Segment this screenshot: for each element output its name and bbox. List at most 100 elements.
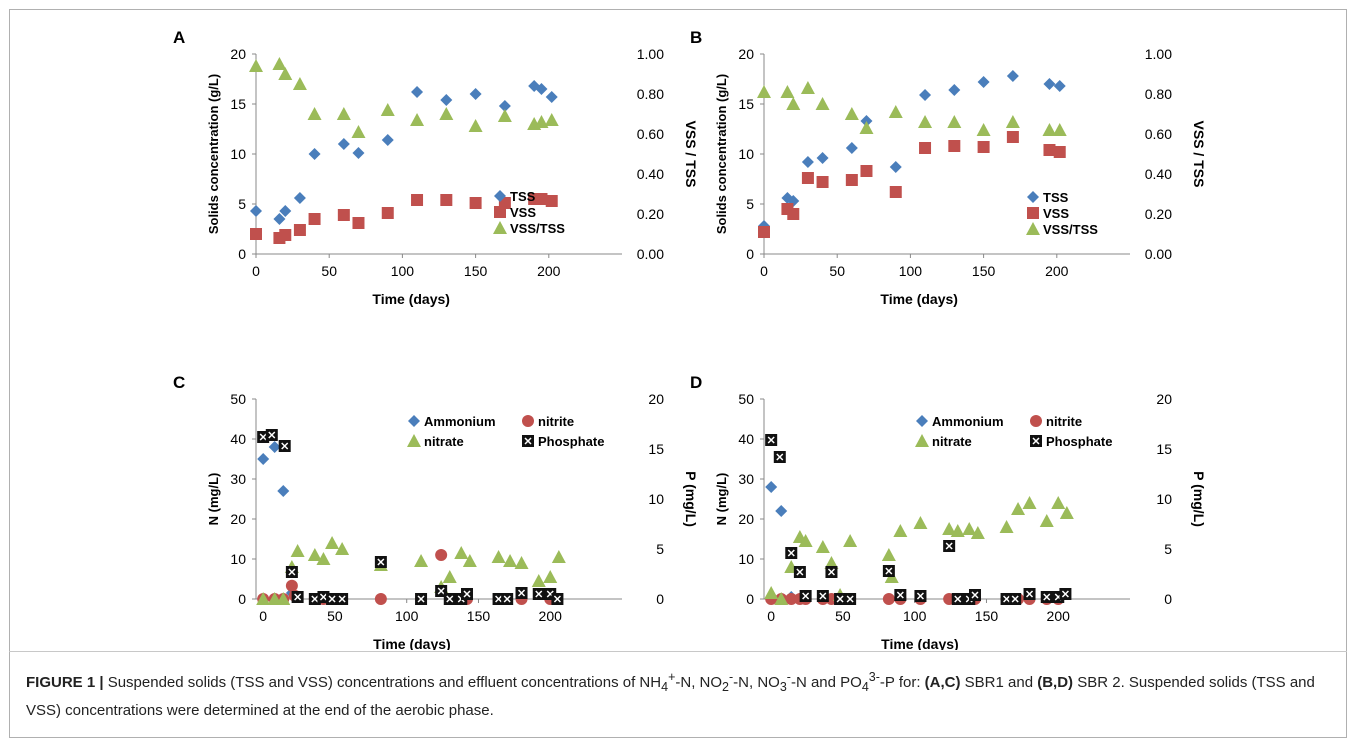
data-point-cross — [945, 542, 953, 550]
data-point-cross — [503, 595, 511, 603]
data-point — [786, 97, 801, 110]
data-point — [1059, 506, 1074, 519]
y-tick-label: 40 — [230, 431, 246, 447]
data-point — [440, 194, 453, 206]
data-point — [968, 589, 981, 601]
data-point — [859, 121, 874, 134]
y-tick-label: 10 — [738, 551, 754, 567]
caption-text: -N, NO — [733, 674, 780, 691]
series-vss — [758, 131, 1066, 238]
caption-subscript: 4 — [661, 680, 669, 694]
data-point-cross — [1003, 595, 1011, 603]
x-axis-label: Time (days) — [880, 291, 958, 307]
x-tick-label: 100 — [903, 608, 927, 624]
data-point — [307, 548, 322, 561]
data-point — [352, 217, 365, 229]
data-point — [774, 592, 789, 605]
caption-divider — [9, 651, 1347, 652]
caption-superscript: - — [786, 670, 791, 684]
data-point — [919, 142, 932, 154]
data-point — [888, 105, 903, 118]
caption-text: SBR 2. Suspended solids (TSS and VSS) co… — [26, 674, 1315, 719]
figure-caption: FIGURE 1 | Suspended solids (TSS and VSS… — [26, 665, 1331, 723]
panel-letter: D — [690, 373, 702, 392]
data-point — [913, 516, 928, 529]
data-point-cross — [836, 595, 844, 603]
data-point — [950, 524, 965, 537]
data-point — [1023, 588, 1036, 600]
data-point — [290, 544, 305, 557]
panel-letter: C — [173, 373, 185, 392]
data-point — [882, 593, 895, 605]
y2-tick-label: 0.00 — [637, 246, 664, 262]
y-tick-label: 30 — [738, 471, 754, 487]
y-tick-label: 0 — [746, 246, 754, 262]
data-point — [798, 534, 813, 547]
data-point-cross — [1061, 590, 1069, 598]
data-point — [758, 226, 770, 238]
legend-marker — [1027, 207, 1039, 219]
y-tick-label: 40 — [738, 431, 754, 447]
data-point — [976, 123, 991, 136]
data-point-cross — [288, 568, 296, 576]
legend-label: Ammonium — [932, 414, 1004, 429]
data-point — [439, 107, 454, 120]
x-tick-label: 0 — [259, 608, 267, 624]
x-tick-label: 200 — [1047, 608, 1071, 624]
data-point — [293, 192, 306, 204]
y-tick-label: 10 — [230, 551, 246, 567]
y2-tick-label: 0.20 — [637, 206, 664, 222]
data-point — [977, 141, 990, 153]
data-point — [1053, 146, 1066, 158]
y2-tick-label: 0.80 — [637, 86, 664, 102]
data-point — [307, 107, 322, 120]
data-point-cross — [535, 590, 543, 598]
legend-marker — [494, 206, 506, 218]
data-point — [535, 83, 548, 95]
data-point — [977, 76, 990, 88]
y2-tick-label: 0.20 — [1145, 206, 1172, 222]
data-point — [381, 134, 394, 146]
chart-legend: Ammonium nitrite nitrate Phosphate — [407, 414, 604, 449]
data-point — [544, 113, 559, 126]
x-tick-label: 50 — [835, 608, 851, 624]
y-tick-label: 0 — [746, 591, 754, 607]
data-point — [336, 107, 351, 120]
x-tick-label: 50 — [829, 263, 845, 279]
x-tick-label: 0 — [767, 608, 775, 624]
series-ammonium — [257, 441, 301, 603]
data-point — [1006, 70, 1019, 82]
y-tick-label: 5 — [746, 196, 754, 212]
data-point-cross — [776, 453, 784, 461]
data-point — [844, 107, 859, 120]
caption-text: Suspended solids (TSS and VSS) concentra… — [103, 674, 662, 691]
data-point — [435, 549, 448, 561]
data-point — [414, 554, 429, 567]
data-point-cross — [446, 595, 454, 603]
data-point — [815, 540, 830, 553]
data-point-cross — [1025, 590, 1034, 598]
data-point-cross — [517, 589, 526, 597]
data-point — [860, 165, 873, 177]
legend-marker — [408, 415, 420, 427]
data-point — [468, 119, 483, 132]
data-point — [285, 566, 298, 578]
legend-marker-cross — [524, 437, 532, 445]
data-point — [1042, 123, 1057, 136]
caption-panel-ref: (B,D) — [1037, 674, 1074, 691]
y2-tick-label: 5 — [656, 541, 664, 557]
y2-tick-label: 0.80 — [1145, 86, 1172, 102]
data-point — [415, 593, 428, 605]
x-tick-label: 200 — [1045, 263, 1069, 279]
data-point-cross — [954, 595, 962, 603]
data-point — [276, 592, 291, 605]
data-point-cross — [827, 568, 835, 576]
data-point — [889, 186, 902, 198]
data-point — [919, 89, 932, 101]
data-point — [308, 148, 321, 160]
series-ammonium — [765, 481, 798, 603]
data-point-cross — [311, 595, 319, 603]
data-point-cross — [787, 549, 795, 557]
